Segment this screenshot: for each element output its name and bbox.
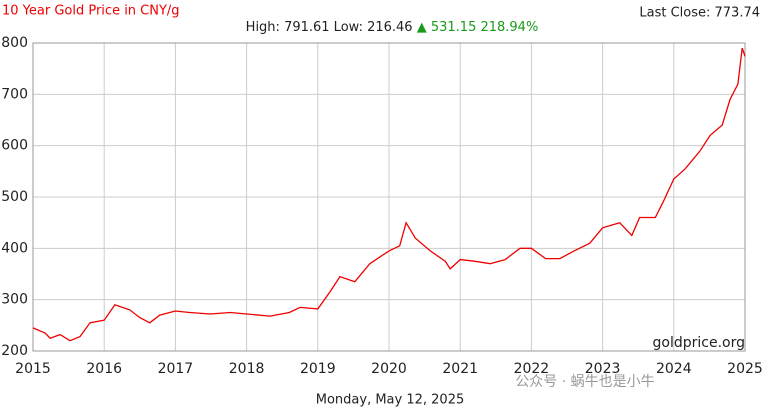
x-tick-label: 2025	[727, 361, 763, 377]
y-tick-label: 200	[1, 343, 28, 359]
plot-area: 200 300 400 500 600 700 800 2015 2016 2017 2018 201…	[1, 35, 763, 377]
x-tick-label: 2022	[514, 361, 550, 377]
x-tick-label: 2023	[585, 361, 621, 377]
x-tick-label: 2017	[158, 361, 194, 377]
x-tick-label: 2024	[656, 361, 692, 377]
x-tick-label: 2020	[371, 361, 407, 377]
y-tick-label: 300	[1, 292, 28, 308]
x-tick-label: 2016	[86, 361, 122, 377]
plot-frame	[32, 42, 746, 352]
watermark: 公众号 · 蜗牛也是小牛	[515, 374, 654, 390]
price-line	[32, 47, 746, 342]
x-tick-label: 2018	[229, 361, 265, 377]
y-tick-label: 600	[1, 138, 28, 154]
change: ▲ 531.15 218.94%	[417, 20, 539, 35]
last-close: Last Close: 773.74	[639, 6, 760, 21]
x-tick-label: 2015	[15, 361, 51, 377]
high-low: High: 791.61 Low: 216.46	[246, 20, 413, 35]
chart-title: 10 Year Gold Price in CNY/g	[2, 4, 180, 19]
date: Monday, May 12, 2025	[316, 393, 464, 408]
y-tick-label: 400	[1, 240, 28, 256]
source: goldprice.org	[653, 335, 745, 351]
y-tick-label: 700	[1, 86, 28, 102]
summary: High: 791.61 Low: 216.46 ▲ 531.15 218.94…	[246, 20, 539, 35]
y-tick-label: 800	[1, 35, 28, 51]
x-tick-label: 2021	[442, 361, 478, 377]
y-tick-label: 500	[1, 189, 28, 205]
x-tick-label: 2019	[300, 361, 336, 377]
